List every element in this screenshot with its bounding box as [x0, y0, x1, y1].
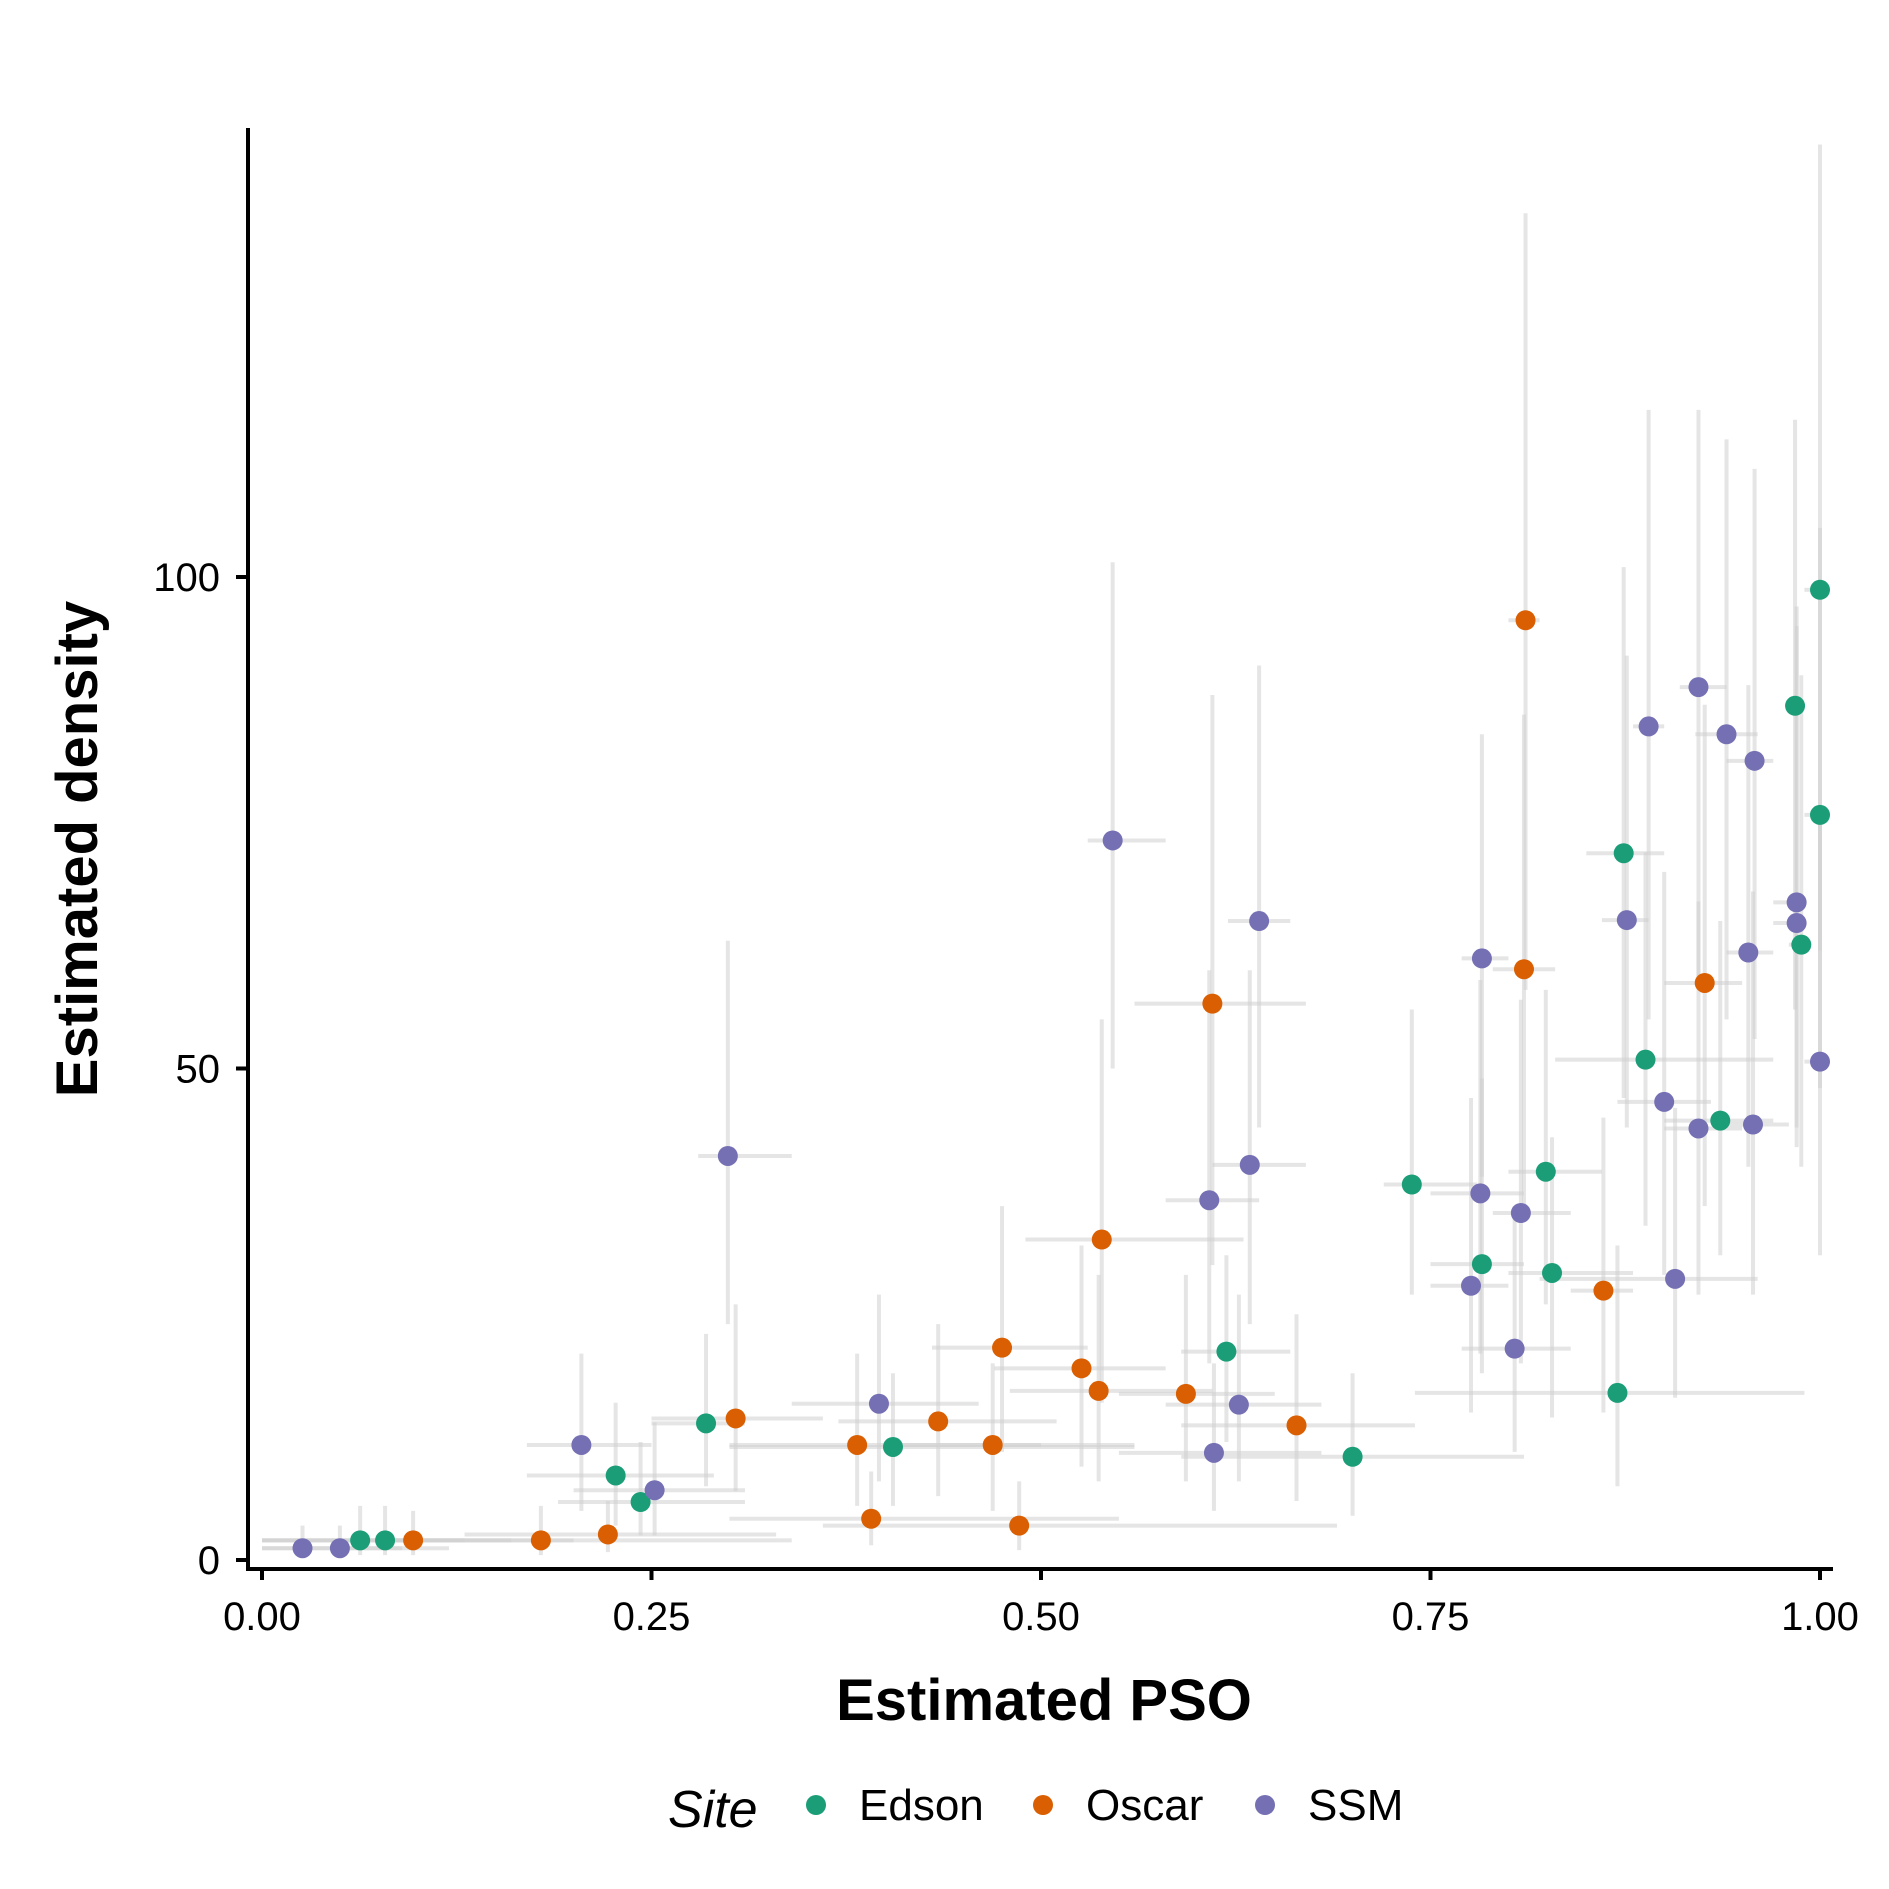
- data-point-ssm: [1461, 1275, 1482, 1296]
- data-point-ssm: [1786, 913, 1807, 934]
- data-point-oscar: [403, 1530, 424, 1551]
- data-point-ssm: [1716, 724, 1737, 745]
- data-point-edson: [1613, 843, 1634, 864]
- data-point-edson: [630, 1492, 651, 1513]
- y-ticks: 0 50 100: [153, 556, 248, 1583]
- data-point-edson: [1810, 804, 1830, 825]
- data-point-ssm: [868, 1393, 889, 1414]
- data-point-ssm: [1249, 911, 1270, 932]
- data-point-ssm: [1688, 677, 1709, 698]
- data-point-oscar: [1202, 993, 1223, 1014]
- data-point-ssm: [292, 1538, 313, 1559]
- y-tick-label: 0: [198, 1539, 220, 1583]
- data-point-ssm: [1470, 1183, 1491, 1204]
- data-point-ssm: [1786, 892, 1807, 913]
- data-point-oscar: [928, 1411, 949, 1432]
- data-point-ssm: [1199, 1190, 1220, 1211]
- data-point-edson: [1810, 579, 1830, 600]
- data-point-oscar: [1513, 959, 1534, 980]
- data-point-ssm: [329, 1538, 350, 1559]
- data-point-edson: [1342, 1446, 1363, 1467]
- data-point-oscar: [1071, 1358, 1092, 1379]
- data-point-edson: [1542, 1262, 1563, 1283]
- data-point-ssm: [1654, 1091, 1675, 1112]
- data-point-edson: [1710, 1110, 1731, 1131]
- data-point-ssm: [1688, 1118, 1709, 1139]
- data-point-edson: [1216, 1341, 1237, 1362]
- data-point-edson: [1607, 1382, 1628, 1403]
- error-bars: [262, 144, 1822, 1558]
- data-point-ssm: [1810, 1051, 1830, 1072]
- legend: Site Edson Oscar SSM: [668, 1781, 1403, 1839]
- data-point-edson: [696, 1413, 717, 1434]
- data-point-ssm: [717, 1145, 738, 1166]
- data-point-ssm: [1616, 910, 1637, 931]
- data-point-oscar: [847, 1434, 868, 1455]
- data-points: [292, 579, 1830, 1559]
- data-point-oscar: [725, 1408, 746, 1429]
- legend-key-ssm: [1255, 1795, 1275, 1815]
- y-axis-title: Estimated density: [45, 601, 110, 1097]
- data-point-ssm: [1102, 830, 1123, 851]
- data-point-oscar: [861, 1508, 882, 1529]
- data-point-ssm: [1504, 1338, 1525, 1359]
- x-axis-title: Estimated PSO: [836, 1668, 1252, 1733]
- data-point-ssm: [571, 1434, 592, 1455]
- x-tick-label: 1.00: [1781, 1595, 1859, 1639]
- legend-label-oscar: Oscar: [1086, 1781, 1203, 1830]
- x-tick-label: 0.50: [1002, 1595, 1080, 1639]
- data-point-edson: [1785, 695, 1806, 716]
- data-point-oscar: [1593, 1280, 1614, 1301]
- axes: [246, 128, 1833, 1571]
- data-point-edson: [882, 1436, 903, 1457]
- y-tick-label: 100: [153, 556, 220, 600]
- data-point-edson: [1471, 1254, 1492, 1275]
- data-point-ssm: [1744, 750, 1765, 771]
- data-point-ssm: [1665, 1268, 1686, 1289]
- x-tick-label: 0.00: [223, 1595, 301, 1639]
- data-point-edson: [1791, 934, 1812, 955]
- data-point-oscar: [1515, 610, 1536, 631]
- data-point-ssm: [1638, 716, 1659, 737]
- x-tick-label: 0.75: [1392, 1595, 1470, 1639]
- data-point-edson: [605, 1465, 626, 1486]
- data-point-ssm: [1738, 942, 1759, 963]
- data-point-edson: [375, 1530, 396, 1551]
- legend-title: Site: [668, 1781, 758, 1839]
- legend-label-edson: Edson: [859, 1781, 984, 1830]
- data-point-oscar: [992, 1337, 1013, 1358]
- data-point-oscar: [982, 1434, 1003, 1455]
- data-point-ssm: [1239, 1154, 1260, 1175]
- data-point-ssm: [1228, 1394, 1249, 1415]
- data-point-oscar: [1009, 1515, 1030, 1536]
- legend-label-ssm: SSM: [1308, 1781, 1403, 1830]
- data-point-oscar: [530, 1530, 551, 1551]
- data-point-edson: [1401, 1174, 1422, 1195]
- x-tick-label: 0.25: [613, 1595, 691, 1639]
- data-point-oscar: [1091, 1229, 1112, 1250]
- x-ticks: 0.00 0.25 0.50 0.75 1.00: [223, 1569, 1859, 1639]
- data-point-oscar: [597, 1524, 618, 1545]
- data-point-oscar: [1175, 1383, 1196, 1404]
- data-point-oscar: [1694, 972, 1715, 993]
- data-point-edson: [1635, 1049, 1656, 1070]
- data-point-ssm: [1471, 948, 1492, 969]
- data-point-edson: [350, 1530, 371, 1551]
- data-point-ssm: [1743, 1114, 1764, 1135]
- data-point-oscar: [1286, 1415, 1307, 1436]
- data-point-edson: [1535, 1161, 1556, 1182]
- y-tick-label: 50: [176, 1048, 221, 1092]
- data-point-ssm: [1203, 1442, 1224, 1463]
- legend-key-oscar: [1033, 1795, 1053, 1815]
- data-point-oscar: [1088, 1380, 1109, 1401]
- data-point-ssm: [644, 1480, 665, 1501]
- legend-key-edson: [806, 1795, 826, 1815]
- data-point-ssm: [1510, 1203, 1531, 1224]
